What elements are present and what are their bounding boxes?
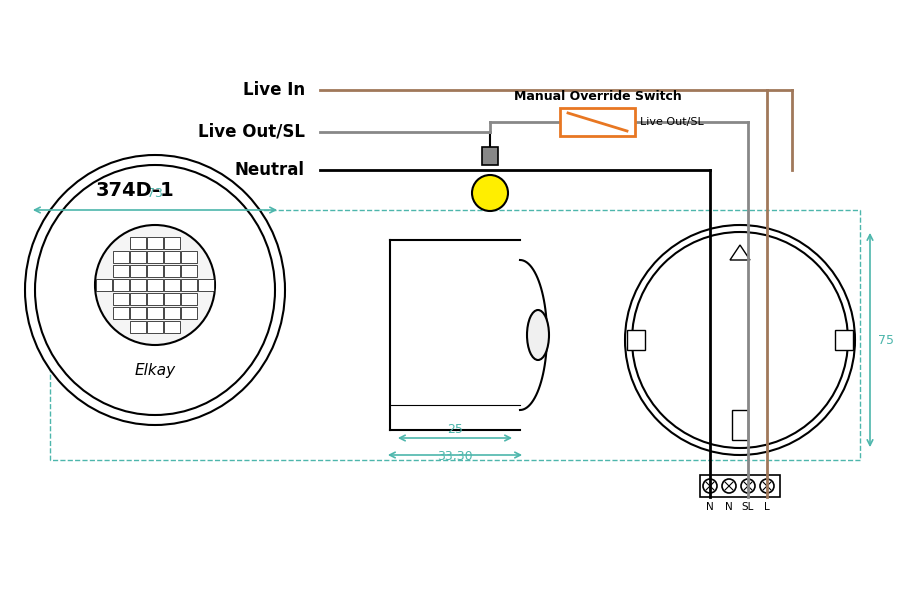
Bar [560,108,635,136]
Circle shape [472,175,508,211]
Text: L: L [764,502,770,512]
Bar [147,237,163,249]
Bar [164,237,180,249]
Ellipse shape [632,232,848,448]
Bar [113,307,129,319]
Polygon shape [730,245,750,260]
Bar [130,251,146,263]
Text: Live Out/SL: Live Out/SL [640,117,704,127]
Bar [113,265,129,277]
Bar [181,307,197,319]
Text: 75: 75 [878,334,894,346]
Bar [164,279,180,291]
Bar [130,237,146,249]
Bar [835,330,853,350]
Ellipse shape [625,225,855,455]
Circle shape [95,225,215,345]
Bar [181,265,197,277]
Bar [50,210,860,460]
Text: N: N [706,502,714,512]
Bar [198,279,214,291]
Ellipse shape [35,165,275,415]
Bar [732,410,748,440]
Circle shape [703,479,717,493]
Circle shape [741,479,755,493]
Bar [164,307,180,319]
Bar [147,279,163,291]
Bar [96,279,112,291]
Bar [164,321,180,333]
Text: 33,30: 33,30 [437,450,472,463]
Text: Live In: Live In [243,81,305,99]
Text: Manual Override Switch: Manual Override Switch [514,90,681,103]
Bar [627,330,645,350]
Bar [130,279,146,291]
Text: 73: 73 [147,187,163,200]
Text: Live Out/SL: Live Out/SL [198,123,305,141]
Bar [700,475,780,497]
Bar [130,321,146,333]
Bar [113,279,129,291]
Text: 25: 25 [447,423,463,436]
Bar [147,251,163,263]
Bar [181,293,197,305]
Bar [147,321,163,333]
Bar [147,293,163,305]
Text: N: N [725,502,733,512]
Bar [164,265,180,277]
Bar [164,293,180,305]
Bar [147,307,163,319]
Ellipse shape [527,310,549,360]
Circle shape [760,479,774,493]
Text: SL: SL [742,502,754,512]
Text: 374D-1: 374D-1 [95,181,175,199]
Bar [181,279,197,291]
Bar [113,251,129,263]
Bar [130,307,146,319]
Bar [181,251,197,263]
Circle shape [722,479,736,493]
Bar [147,265,163,277]
Ellipse shape [25,155,285,425]
Bar [130,293,146,305]
Bar [130,265,146,277]
Text: Neutral: Neutral [235,161,305,179]
Text: Elkay: Elkay [134,362,176,377]
Bar [113,293,129,305]
Bar [164,251,180,263]
Bar [482,147,498,165]
